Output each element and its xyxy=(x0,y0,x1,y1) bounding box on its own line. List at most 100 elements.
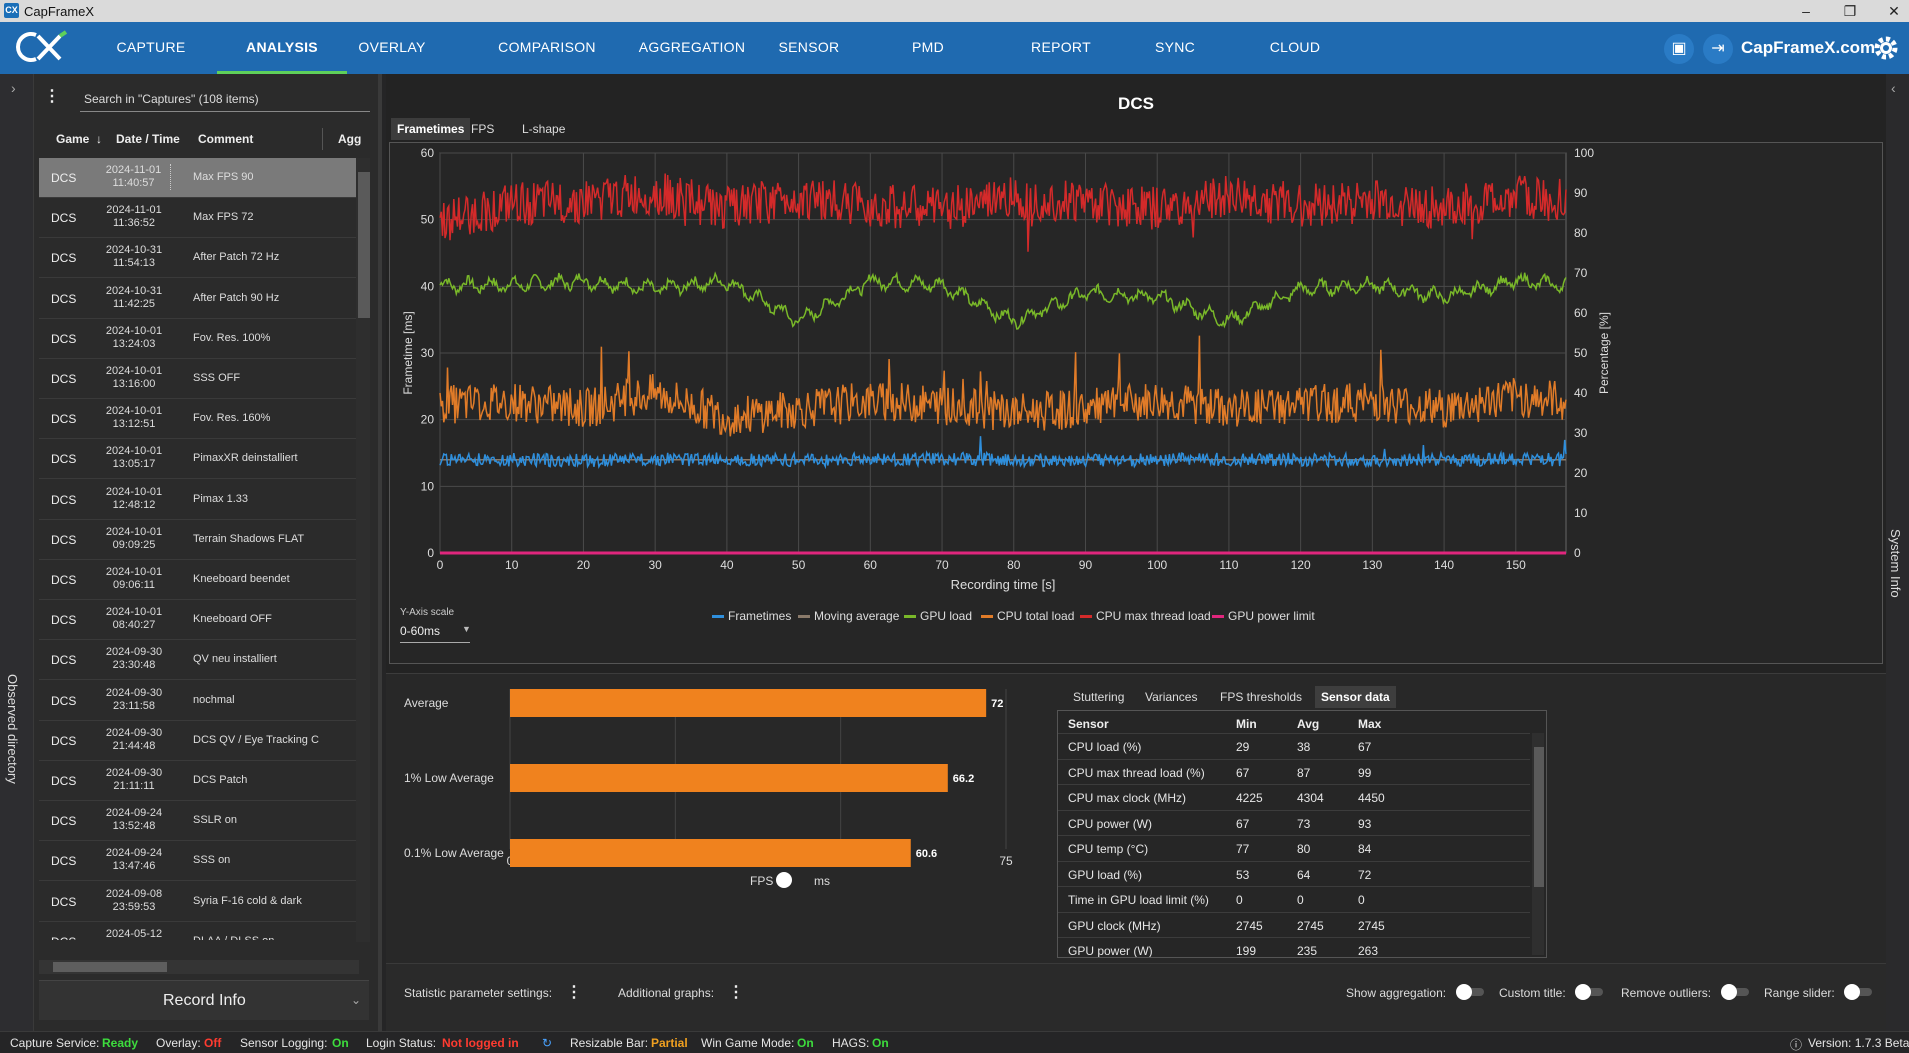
column-date-time[interactable]: Date / Time xyxy=(116,132,180,146)
chevron-left-icon[interactable]: ‹ xyxy=(1891,80,1896,96)
show-aggregation-toggle[interactable] xyxy=(1456,983,1484,1001)
toggle-track xyxy=(1848,988,1872,996)
fps-ms-toggle[interactable] xyxy=(774,871,794,889)
capture-date-time: 2024-09-30 23:11:58 xyxy=(97,687,171,713)
bar[interactable] xyxy=(510,764,948,792)
capture-row[interactable]: DCS 2024-09-30 23:30:48 QV neu installiert xyxy=(39,640,357,681)
sensor-table-scrollbar[interactable] xyxy=(1532,733,1544,955)
nav-tab-aggregation[interactable]: AGGREGATION xyxy=(638,39,746,55)
capture-row[interactable]: DCS 2024-11-01 11:36:52 Max FPS 72 xyxy=(39,198,357,239)
column-min[interactable]: Min xyxy=(1236,717,1257,731)
info-icon[interactable]: ⓘ xyxy=(1790,1038,1803,1052)
column-game[interactable]: Game xyxy=(56,132,90,146)
horizontal-scrollbar-thumb[interactable] xyxy=(53,962,167,972)
show-aggregation-label: Show aggregation: xyxy=(1346,986,1447,1000)
sensor-logging-label: Sensor Logging: xyxy=(240,1036,328,1050)
login-status-value: Not logged in xyxy=(442,1036,519,1050)
capture-row[interactable]: DCS 2024-05-1218:56:55 DLAA / DLSS on xyxy=(39,922,357,940)
observed-directory-label[interactable]: Observed directory xyxy=(5,674,20,784)
system-info-label[interactable]: System Info xyxy=(1888,529,1903,598)
capture-row[interactable]: DCS 2024-09-08 23:59:53 Syria F-16 cold & d… xyxy=(39,882,357,922)
tab-fps[interactable]: FPS xyxy=(471,122,495,136)
sensor-row[interactable]: CPU max clock (MHz) 4225 4304 4450 xyxy=(1058,784,1530,809)
column-max[interactable]: Max xyxy=(1358,717,1382,731)
nav-tab-comparison[interactable]: COMPARISON xyxy=(498,39,596,55)
refresh-icon[interactable]: ↻ xyxy=(542,1036,553,1050)
sensor-logging-value: On xyxy=(332,1036,349,1050)
capture-row[interactable]: DCS 2024-10-01 13:12:51 Fov. Res. 160% xyxy=(39,399,357,440)
brand-link[interactable]: CapFrameX.com xyxy=(1741,38,1876,57)
nav-tab-sensor[interactable]: SENSOR xyxy=(778,39,840,55)
column-sensor[interactable]: Sensor xyxy=(1068,717,1109,731)
capture-row[interactable]: DCS 2024-10-01 13:05:17 PimaxXR deinstallie… xyxy=(39,439,357,480)
sensor-row[interactable]: CPU power (W) 67 73 93 xyxy=(1058,809,1530,835)
nav-tab-report[interactable]: REPORT xyxy=(1031,39,1091,55)
sensor-avg: 87 xyxy=(1297,765,1311,780)
sensor-row[interactable]: GPU power (W) 199 235 263 xyxy=(1058,937,1530,957)
tab-frametimes[interactable]: Frametimes xyxy=(391,118,471,140)
capture-row[interactable]: DCS 2024-09-30 23:11:58 nochmal xyxy=(39,681,357,721)
gear-icon[interactable] xyxy=(1872,34,1900,62)
remove-outliers-toggle[interactable] xyxy=(1721,983,1749,1001)
capture-game: DCS xyxy=(51,331,77,346)
column-agg[interactable]: Agg xyxy=(338,132,362,146)
horizontal-scrollbar[interactable] xyxy=(39,960,359,974)
capture-row[interactable]: DCS 2024-09-24 13:52:48 SSLR on xyxy=(39,801,357,842)
sensor-row[interactable]: CPU load (%) 29 38 67 xyxy=(1058,733,1530,758)
bar[interactable] xyxy=(510,839,911,867)
search-input[interactable]: Search in "Captures" (108 items) xyxy=(80,88,370,112)
capture-row[interactable]: DCS 2024-09-30 21:44:48 DCS QV / Eye Tracki… xyxy=(39,721,357,761)
screenshot-icon[interactable]: ▣ xyxy=(1664,34,1694,64)
list-scrollbar[interactable] xyxy=(356,158,370,942)
custom-title-toggle[interactable] xyxy=(1575,983,1603,1001)
close-button[interactable]: ✕ xyxy=(1888,3,1900,19)
nav-tab-cloud[interactable]: CLOUD xyxy=(1269,39,1321,55)
sensor-row[interactable]: CPU max thread load (%) 67 87 99 xyxy=(1058,758,1530,784)
sensor-row[interactable]: CPU temp (°C) 77 80 84 xyxy=(1058,835,1530,860)
sensor-data-table: Sensor Min Avg Max CPU load (%) 29 38 67 CPU… xyxy=(1057,710,1547,958)
capture-row[interactable]: DCS 2024-10-31 11:54:13 After Patch 72 Hz xyxy=(39,238,357,279)
minimize-button[interactable]: – xyxy=(1802,3,1810,19)
y-tick-label: 20 xyxy=(421,413,435,427)
capture-row[interactable]: DCS 2024-11-01 11:40:57 Max FPS 90 xyxy=(39,158,357,198)
tab-l-shape[interactable]: L-shape xyxy=(522,122,566,136)
nav-tab-pmd[interactable]: PMD xyxy=(911,39,944,55)
bar[interactable] xyxy=(510,689,987,717)
capture-row[interactable]: DCS 2024-10-01 13:24:03 Fov. Res. 100% xyxy=(39,319,357,359)
capture-row[interactable]: DCS 2024-09-24 13:47:46 SSS on xyxy=(39,841,357,882)
tab-stuttering[interactable]: Stuttering xyxy=(1073,690,1125,704)
column-avg[interactable]: Avg xyxy=(1297,717,1320,731)
capture-row[interactable]: DCS 2024-10-01 09:06:11 Kneeboard beendet xyxy=(39,560,357,600)
sensor-row[interactable]: Time in GPU load limit (%) 0 0 0 xyxy=(1058,886,1530,911)
more-options-icon[interactable]: ⋮ xyxy=(44,88,60,105)
nav-tab-sync[interactable]: SYNC xyxy=(1154,39,1196,55)
sensor-row[interactable]: GPU clock (MHz) 2745 2745 2745 xyxy=(1058,911,1530,937)
chevron-right-icon[interactable]: › xyxy=(11,80,16,96)
capture-row[interactable]: DCS 2024-10-01 08:40:27 Kneeboard OFF xyxy=(39,600,357,641)
scrollbar-thumb[interactable] xyxy=(358,172,370,318)
capture-row[interactable]: DCS 2024-09-30 21:11:11 DCS Patch xyxy=(39,761,357,801)
tab-fps-thresholds[interactable]: FPS thresholds xyxy=(1220,690,1303,704)
login-icon[interactable]: ⇥ xyxy=(1703,34,1733,64)
sort-arrow-icon[interactable]: ↓ xyxy=(96,132,102,146)
capture-row[interactable]: DCS 2024-10-01 13:16:00 SSS OFF xyxy=(39,359,357,399)
capframex-logo[interactable] xyxy=(16,30,68,64)
nav-tab-capture[interactable]: CAPTURE xyxy=(116,39,186,55)
capture-row[interactable]: DCS 2024-10-31 11:42:25 After Patch 90 Hz xyxy=(39,279,357,319)
maximize-button[interactable]: ❐ xyxy=(1843,3,1857,19)
frametime-chart[interactable]: 0 10 20 30 40 50 60 70 80 90 100 110 120 130 140 150 0 10… xyxy=(389,142,1883,664)
tab-sensor-data[interactable]: Sensor data xyxy=(1315,686,1396,708)
range-slider-toggle[interactable] xyxy=(1844,983,1872,1001)
nav-tab-analysis[interactable]: ANALYSIS xyxy=(217,22,347,74)
statistic-settings-menu-icon[interactable]: ⋮ xyxy=(566,984,582,1001)
capture-row[interactable]: DCS 2024-10-01 12:48:12 Pimax 1.33 xyxy=(39,480,357,520)
capture-row[interactable]: DCS 2024-10-01 09:09:25 Terrain Shadows FLA… xyxy=(39,520,357,560)
column-comment[interactable]: Comment xyxy=(198,132,254,146)
sensor-row[interactable]: GPU load (%) 53 64 72 xyxy=(1058,860,1530,886)
scrollbar-thumb[interactable] xyxy=(1534,747,1544,887)
tab-variances[interactable]: Variances xyxy=(1145,690,1198,704)
nav-tab-overlay[interactable]: OVERLAY xyxy=(358,39,426,55)
y-axis-scale-select[interactable]: 0-60ms ▼ xyxy=(400,621,471,643)
additional-graphs-menu-icon[interactable]: ⋮ xyxy=(728,984,744,1001)
record-info-expander[interactable]: Record Info ⌄ xyxy=(39,980,369,1020)
